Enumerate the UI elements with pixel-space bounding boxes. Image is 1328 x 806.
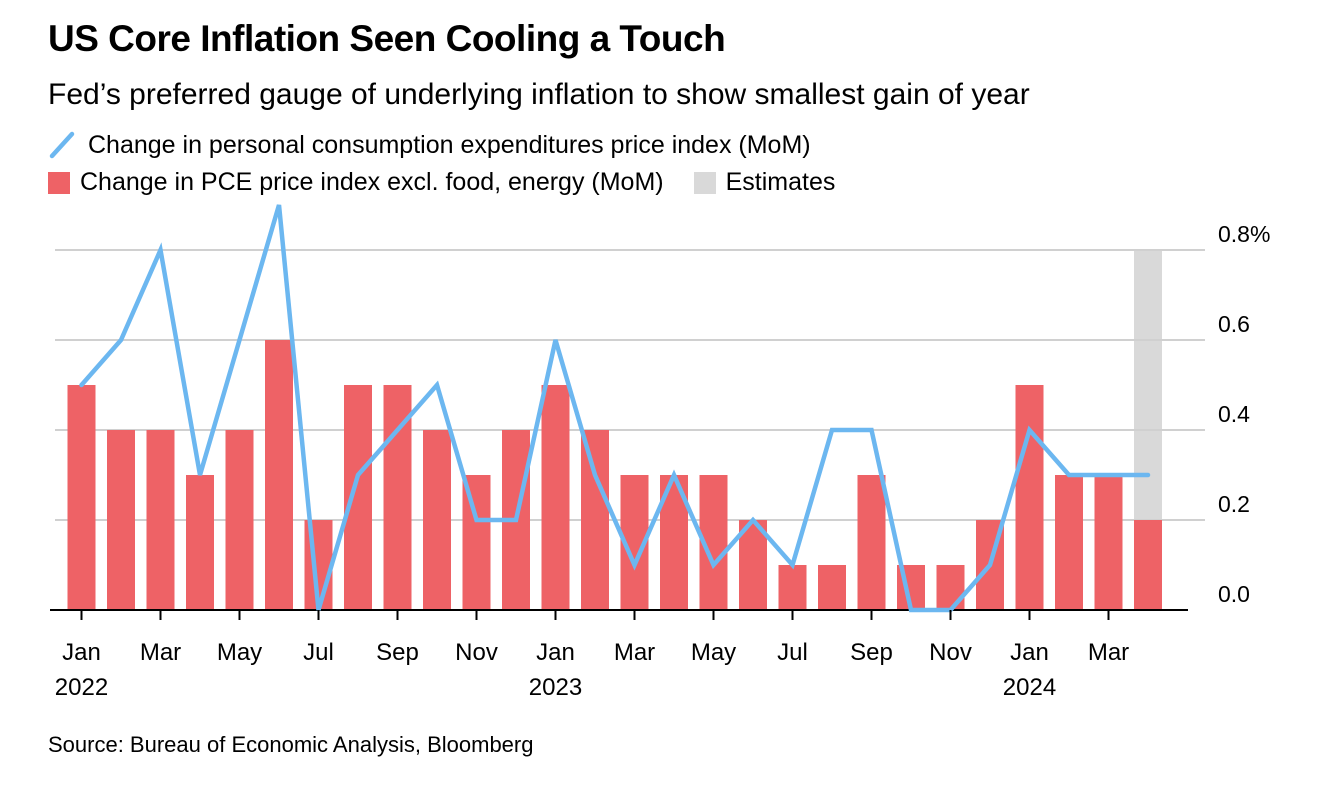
x-tick-label: Nov	[455, 639, 498, 666]
y-tick-label: 0.0	[1218, 581, 1250, 607]
chart-title: US Core Inflation Seen Cooling a Touch	[48, 18, 726, 59]
x-tick-label: Mar	[614, 639, 655, 666]
bar	[186, 475, 214, 610]
bar	[344, 385, 372, 610]
y-tick-label: 0.2	[1218, 491, 1250, 517]
pce-line	[79, 204, 1151, 613]
y-tick-label: 0.8%	[1218, 221, 1270, 247]
x-tick-label: May	[217, 639, 262, 666]
x-tick-year-label: 2023	[529, 674, 582, 701]
bar	[225, 430, 254, 610]
bar	[936, 565, 965, 610]
legend-bar-label: Change in PCE price index excl. food, en…	[80, 168, 664, 196]
bar	[265, 340, 293, 610]
bar	[581, 430, 609, 610]
bar	[146, 430, 175, 610]
bar	[1094, 475, 1123, 610]
x-tick-label: Jan	[1010, 639, 1049, 666]
legend-estimate-label: Estimates	[725, 168, 836, 196]
x-tick-label: Sep	[850, 639, 893, 666]
legend-line-swatch	[49, 131, 75, 159]
bar	[818, 565, 846, 610]
bar	[107, 430, 135, 610]
bar	[857, 475, 886, 610]
x-tick-label: Jan	[536, 639, 575, 666]
legend-line-entry: Change in personal consumption expenditu…	[48, 130, 811, 160]
source-note: Source: Bureau of Economic Analysis, Blo…	[48, 732, 534, 757]
legend-bar-entry: Change in PCE price index excl. food, en…	[48, 168, 835, 197]
x-tick-label: Nov	[929, 639, 972, 666]
bar	[462, 475, 491, 610]
legend-bar-swatch	[48, 171, 70, 194]
bar	[778, 565, 807, 610]
bar	[423, 430, 451, 610]
x-tick-label: Jul	[303, 639, 334, 666]
legend-line-label: Change in personal consumption expenditu…	[88, 130, 811, 159]
x-tick-label: Jul	[777, 639, 808, 666]
x-tick-year-label: 2022	[55, 674, 108, 701]
x-tick-label: Jan	[62, 639, 101, 666]
y-tick-label: 0.6	[1218, 311, 1250, 337]
bar	[1055, 475, 1083, 610]
bar	[541, 385, 570, 610]
y-tick-label: 0.4	[1218, 401, 1250, 427]
x-tick-label: May	[691, 639, 736, 666]
bar	[67, 385, 96, 610]
x-tick-label: Sep	[376, 639, 419, 666]
bar	[1015, 385, 1044, 610]
x-tick-label: Mar	[140, 639, 181, 666]
bar	[739, 520, 767, 610]
legend-estimate-swatch	[693, 171, 716, 194]
bar	[1134, 520, 1162, 610]
chart-subtitle: Fed’s preferred gauge of underlying infl…	[48, 78, 1030, 111]
x-tick-year-label: 2024	[1003, 674, 1056, 701]
x-tick-label: Mar	[1088, 639, 1129, 666]
